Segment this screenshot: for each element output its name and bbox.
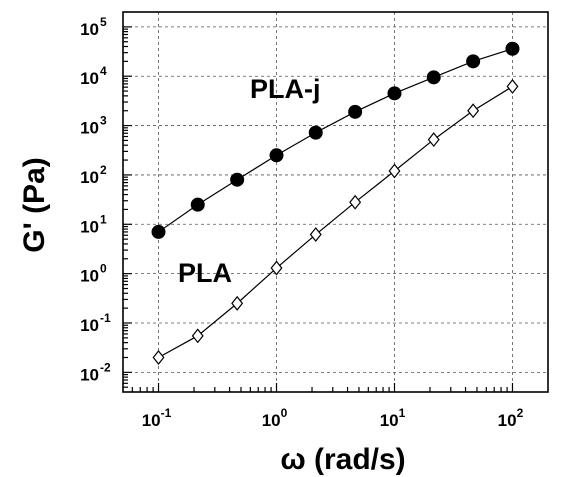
data-point-pla (231, 295, 244, 311)
x-tick-labels: 10-1 100 101 102 (142, 406, 524, 430)
data-point-pla (349, 194, 362, 210)
y-tick-label: 10 (80, 217, 99, 236)
data-point-pla-j (269, 148, 284, 163)
data-point-pla-j (505, 41, 520, 56)
series-label-pla-j: PLA-j (250, 74, 321, 104)
y-axis-title: G' (Pa) (18, 157, 51, 252)
data-point-pla-j (230, 172, 245, 187)
y-tick-exponent: 0 (100, 262, 107, 276)
y-tick-exponent: -1 (100, 311, 111, 325)
series (151, 41, 520, 365)
x-tick-label: 102 (498, 406, 524, 430)
data-point-pla (506, 79, 519, 94)
x-axis-title: ω (rad/s) (280, 443, 405, 476)
data-point-pla (191, 328, 204, 344)
y-tick-label: 10 (80, 168, 99, 187)
x-tick-label: 10-1 (142, 406, 172, 430)
data-point-pla (467, 103, 480, 119)
x-tick-label: 101 (380, 406, 406, 430)
y-tick-label: 10 (80, 267, 99, 286)
y-tick-exponent: 3 (100, 114, 107, 128)
y-tick-exponent: -2 (100, 360, 111, 374)
series-label-pla: PLA (178, 258, 232, 288)
y-tick-label: 10 (80, 119, 99, 138)
y-tick-label: 10 (80, 69, 99, 88)
data-point-pla (309, 227, 322, 242)
grid (123, 12, 548, 392)
plot-frame (122, 11, 549, 393)
data-point-pla (427, 132, 440, 148)
data-point-pla (152, 350, 165, 365)
data-point-pla-j (466, 54, 481, 69)
y-tick-label: 10 (80, 365, 99, 384)
series-pla-j (151, 41, 520, 239)
data-point-pla-j (387, 86, 402, 101)
y-tick-exponent: 5 (100, 15, 107, 29)
data-point-pla-j (348, 104, 363, 119)
y-tick-exponent: 2 (100, 163, 107, 177)
x-tick-label: 100 (262, 406, 288, 430)
data-point-pla-j (151, 224, 166, 239)
axis-ticks (123, 26, 514, 392)
y-tick-label: 10 (80, 20, 99, 39)
y-tick-exponent: 4 (100, 64, 107, 78)
data-point-pla-j (190, 197, 205, 212)
y-tick-label: 10 (80, 316, 99, 335)
y-tick-exponent: 1 (100, 212, 107, 226)
data-point-pla (270, 260, 283, 276)
data-point-pla-j (308, 125, 323, 140)
series-line-pla (158, 85, 513, 359)
data-point-pla (388, 163, 401, 179)
series-line-pla-j (158, 48, 513, 233)
data-point-pla-j (426, 70, 441, 85)
series-pla (152, 79, 519, 365)
